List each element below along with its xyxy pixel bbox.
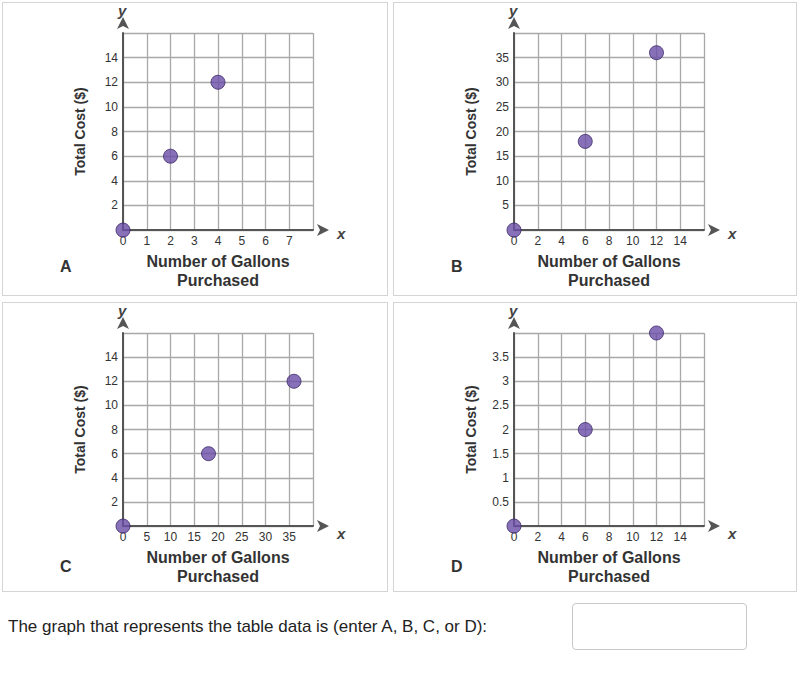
- svg-text:Total Cost ($): Total Cost ($): [72, 87, 88, 175]
- svg-text:8: 8: [606, 530, 613, 544]
- svg-text:30: 30: [259, 530, 273, 544]
- svg-text:14: 14: [105, 350, 119, 364]
- svg-text:4: 4: [558, 234, 565, 248]
- svg-text:20: 20: [496, 125, 510, 139]
- svg-text:Number of Gallons: Number of Gallons: [537, 253, 680, 270]
- svg-text:2: 2: [502, 423, 509, 437]
- svg-text:0.5: 0.5: [492, 495, 509, 509]
- svg-text:B: B: [451, 258, 463, 275]
- svg-text:Total Cost ($): Total Cost ($): [72, 385, 88, 473]
- svg-text:2: 2: [534, 530, 541, 544]
- svg-text:5: 5: [143, 530, 150, 544]
- svg-text:2.5: 2.5: [492, 398, 509, 412]
- svg-text:8: 8: [606, 234, 613, 248]
- svg-text:x: x: [336, 525, 346, 542]
- svg-text:3: 3: [502, 374, 509, 388]
- svg-text:6: 6: [111, 447, 118, 461]
- svg-text:25: 25: [235, 530, 249, 544]
- svg-text:5: 5: [238, 234, 245, 248]
- svg-text:6: 6: [582, 530, 589, 544]
- svg-text:y: y: [508, 303, 518, 319]
- svg-text:25: 25: [496, 100, 510, 114]
- svg-text:2: 2: [111, 495, 118, 509]
- svg-text:10: 10: [626, 234, 640, 248]
- svg-text:10: 10: [496, 174, 510, 188]
- svg-text:y: y: [508, 3, 518, 19]
- svg-text:35: 35: [496, 51, 510, 65]
- svg-text:10: 10: [626, 530, 640, 544]
- svg-text:Purchased: Purchased: [177, 272, 259, 289]
- svg-text:10: 10: [105, 100, 119, 114]
- svg-text:7: 7: [286, 234, 293, 248]
- svg-text:8: 8: [111, 423, 118, 437]
- svg-text:0: 0: [510, 530, 518, 545]
- html-text:The graph that represents the: The graph that represents the table data…: [8, 617, 488, 636]
- svg-text:y: y: [117, 3, 127, 19]
- svg-text:1: 1: [502, 471, 509, 485]
- svg-text:Purchased: Purchased: [568, 272, 650, 289]
- svg-text:15: 15: [496, 149, 510, 163]
- svg-text:12: 12: [105, 75, 119, 89]
- svg-text:Total Cost ($): Total Cost ($): [463, 385, 479, 473]
- svg-text:0: 0: [119, 234, 127, 249]
- svg-text:6: 6: [582, 234, 589, 248]
- svg-text:6: 6: [111, 149, 118, 163]
- svg-text:4: 4: [111, 471, 118, 485]
- svg-text:x: x: [727, 225, 737, 242]
- svg-text:Purchased: Purchased: [177, 568, 259, 585]
- svg-text:Number of Gallons: Number of Gallons: [146, 549, 289, 566]
- svg-text:12: 12: [650, 234, 664, 248]
- svg-text:2: 2: [111, 198, 118, 212]
- svg-text:10: 10: [105, 398, 119, 412]
- svg-text:14: 14: [674, 234, 688, 248]
- svg-text:Number of Gallons: Number of Gallons: [146, 253, 289, 270]
- svg-text:Purchased: Purchased: [568, 568, 650, 585]
- svg-text:6: 6: [262, 234, 269, 248]
- svg-text:4: 4: [558, 530, 565, 544]
- svg-text:2: 2: [534, 234, 541, 248]
- svg-text:D: D: [451, 558, 463, 575]
- svg-text:1.5: 1.5: [492, 447, 509, 461]
- svg-text:8: 8: [111, 125, 118, 139]
- svg-text:12: 12: [105, 374, 119, 388]
- svg-text:1: 1: [143, 234, 150, 248]
- svg-text:y: y: [117, 303, 127, 319]
- svg-text:15: 15: [188, 530, 202, 544]
- svg-text:4: 4: [215, 234, 222, 248]
- svg-text:C: C: [60, 558, 72, 575]
- svg-text:35: 35: [283, 530, 297, 544]
- svg-text:14: 14: [105, 51, 119, 65]
- svg-text:0: 0: [119, 530, 127, 545]
- svg-text:20: 20: [211, 530, 225, 544]
- svg-text:12: 12: [650, 530, 664, 544]
- svg-text:x: x: [727, 525, 737, 542]
- svg-text:Number of Gallons: Number of Gallons: [537, 549, 680, 566]
- svg-text:10: 10: [164, 530, 178, 544]
- svg-text:3: 3: [191, 234, 198, 248]
- svg-text:14: 14: [674, 530, 688, 544]
- svg-text:2: 2: [167, 234, 174, 248]
- svg-text:3.5: 3.5: [492, 350, 509, 364]
- svg-text:A: A: [60, 258, 72, 275]
- svg-text:30: 30: [496, 75, 510, 89]
- svg-text:4: 4: [111, 174, 118, 188]
- svg-text:x: x: [336, 225, 346, 242]
- svg-text:Total Cost ($): Total Cost ($): [463, 87, 479, 175]
- svg-text:0: 0: [510, 234, 518, 249]
- svg-text:5: 5: [502, 198, 509, 212]
